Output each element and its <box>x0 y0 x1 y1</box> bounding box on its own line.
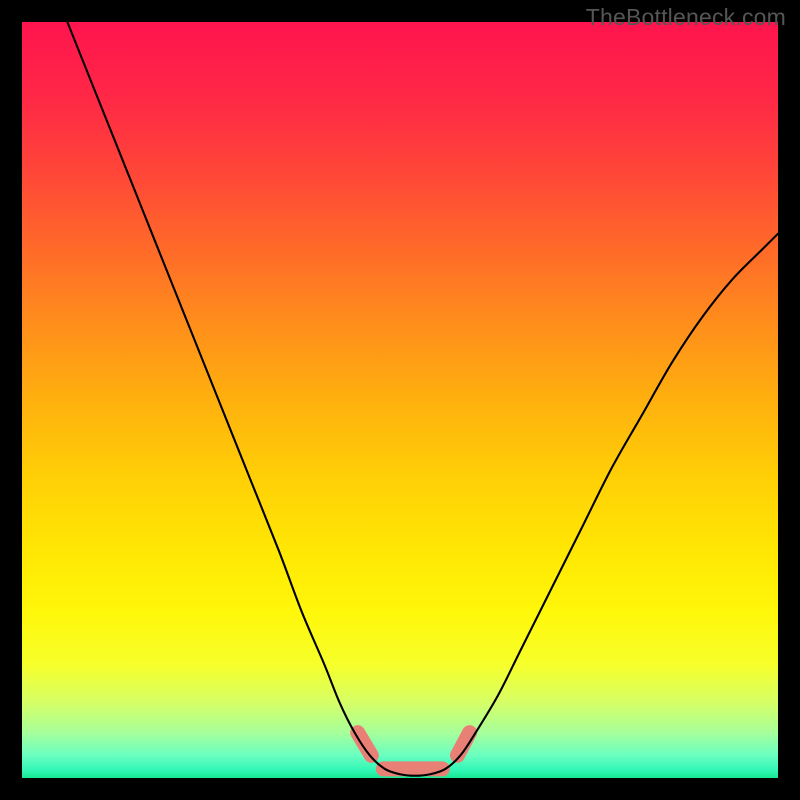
gradient-background <box>22 22 778 778</box>
watermark-text: TheBottleneck.com <box>586 4 786 31</box>
chart-svg <box>22 22 778 778</box>
chart-frame: TheBottleneck.com <box>0 0 800 800</box>
plot-area <box>22 22 778 778</box>
